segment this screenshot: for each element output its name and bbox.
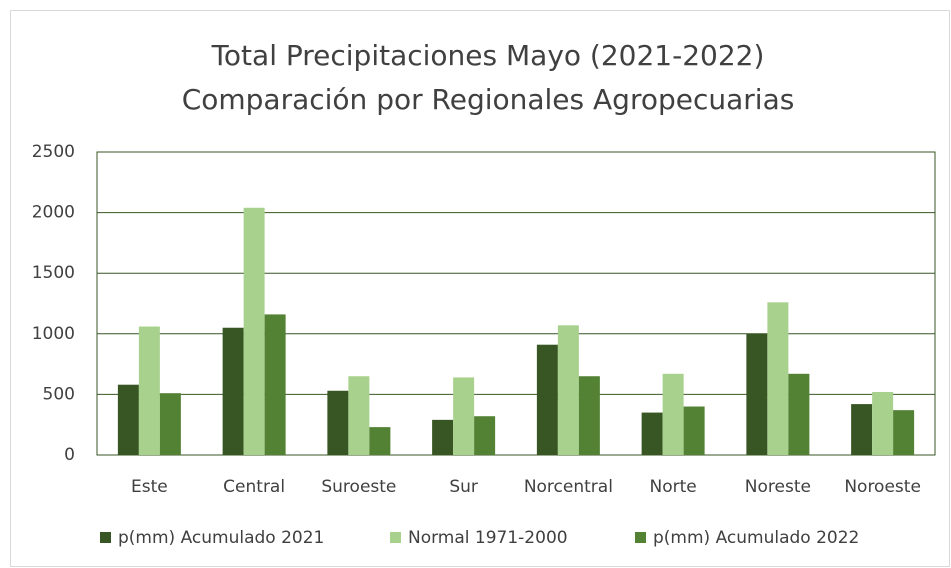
- x-tick-label: Este: [131, 477, 168, 497]
- bar: [474, 416, 496, 455]
- legend-swatch: [635, 532, 646, 543]
- bar: [746, 333, 768, 455]
- chart-border: [10, 10, 950, 567]
- bar: [536, 344, 558, 455]
- bar: [222, 327, 244, 455]
- bar: [138, 326, 160, 455]
- chart-title: Total Precipitaciones Mayo (2021-2022): [211, 39, 765, 72]
- bar: [557, 325, 579, 455]
- legend-swatch: [100, 532, 111, 543]
- y-tick-label: 2500: [32, 142, 75, 162]
- x-tick-label: Central: [223, 477, 285, 497]
- bar: [243, 207, 265, 455]
- legend-label: p(mm) Acumulado 2022: [653, 528, 859, 548]
- bar: [788, 373, 810, 455]
- legend-label: p(mm) Acumulado 2021: [118, 528, 324, 548]
- x-tick-label: Noroeste: [844, 477, 921, 497]
- bar: [872, 391, 894, 455]
- x-tick-label: Noreste: [745, 477, 811, 497]
- x-tick-label: Suroeste: [321, 477, 396, 497]
- y-tick-label: 2000: [32, 203, 75, 223]
- bar: [348, 376, 370, 455]
- bar: [893, 410, 915, 455]
- bar: [327, 390, 349, 455]
- bar: [369, 427, 391, 455]
- y-tick-label: 1000: [32, 324, 75, 344]
- x-tick-label: Norte: [650, 477, 697, 497]
- y-tick-label: 0: [64, 445, 75, 465]
- bar: [683, 406, 705, 455]
- bar: [851, 404, 873, 455]
- bar: [432, 419, 454, 455]
- bar: [159, 393, 181, 455]
- bar: [641, 412, 663, 455]
- bar: [117, 384, 139, 455]
- legend-label: Normal 1971-2000: [408, 528, 568, 548]
- bar: [264, 314, 286, 455]
- bar: [578, 376, 600, 455]
- bar: [662, 373, 684, 455]
- x-tick-label: Sur: [449, 477, 478, 497]
- y-tick-label: 1500: [32, 263, 75, 283]
- y-tick-label: 500: [43, 384, 75, 404]
- x-tick-label: Norcentral: [524, 477, 613, 497]
- bar: [767, 302, 789, 455]
- legend-swatch: [390, 532, 401, 543]
- bar: [453, 377, 475, 455]
- chart-subtitle: Comparación por Regionales Agropecuarias: [182, 83, 795, 116]
